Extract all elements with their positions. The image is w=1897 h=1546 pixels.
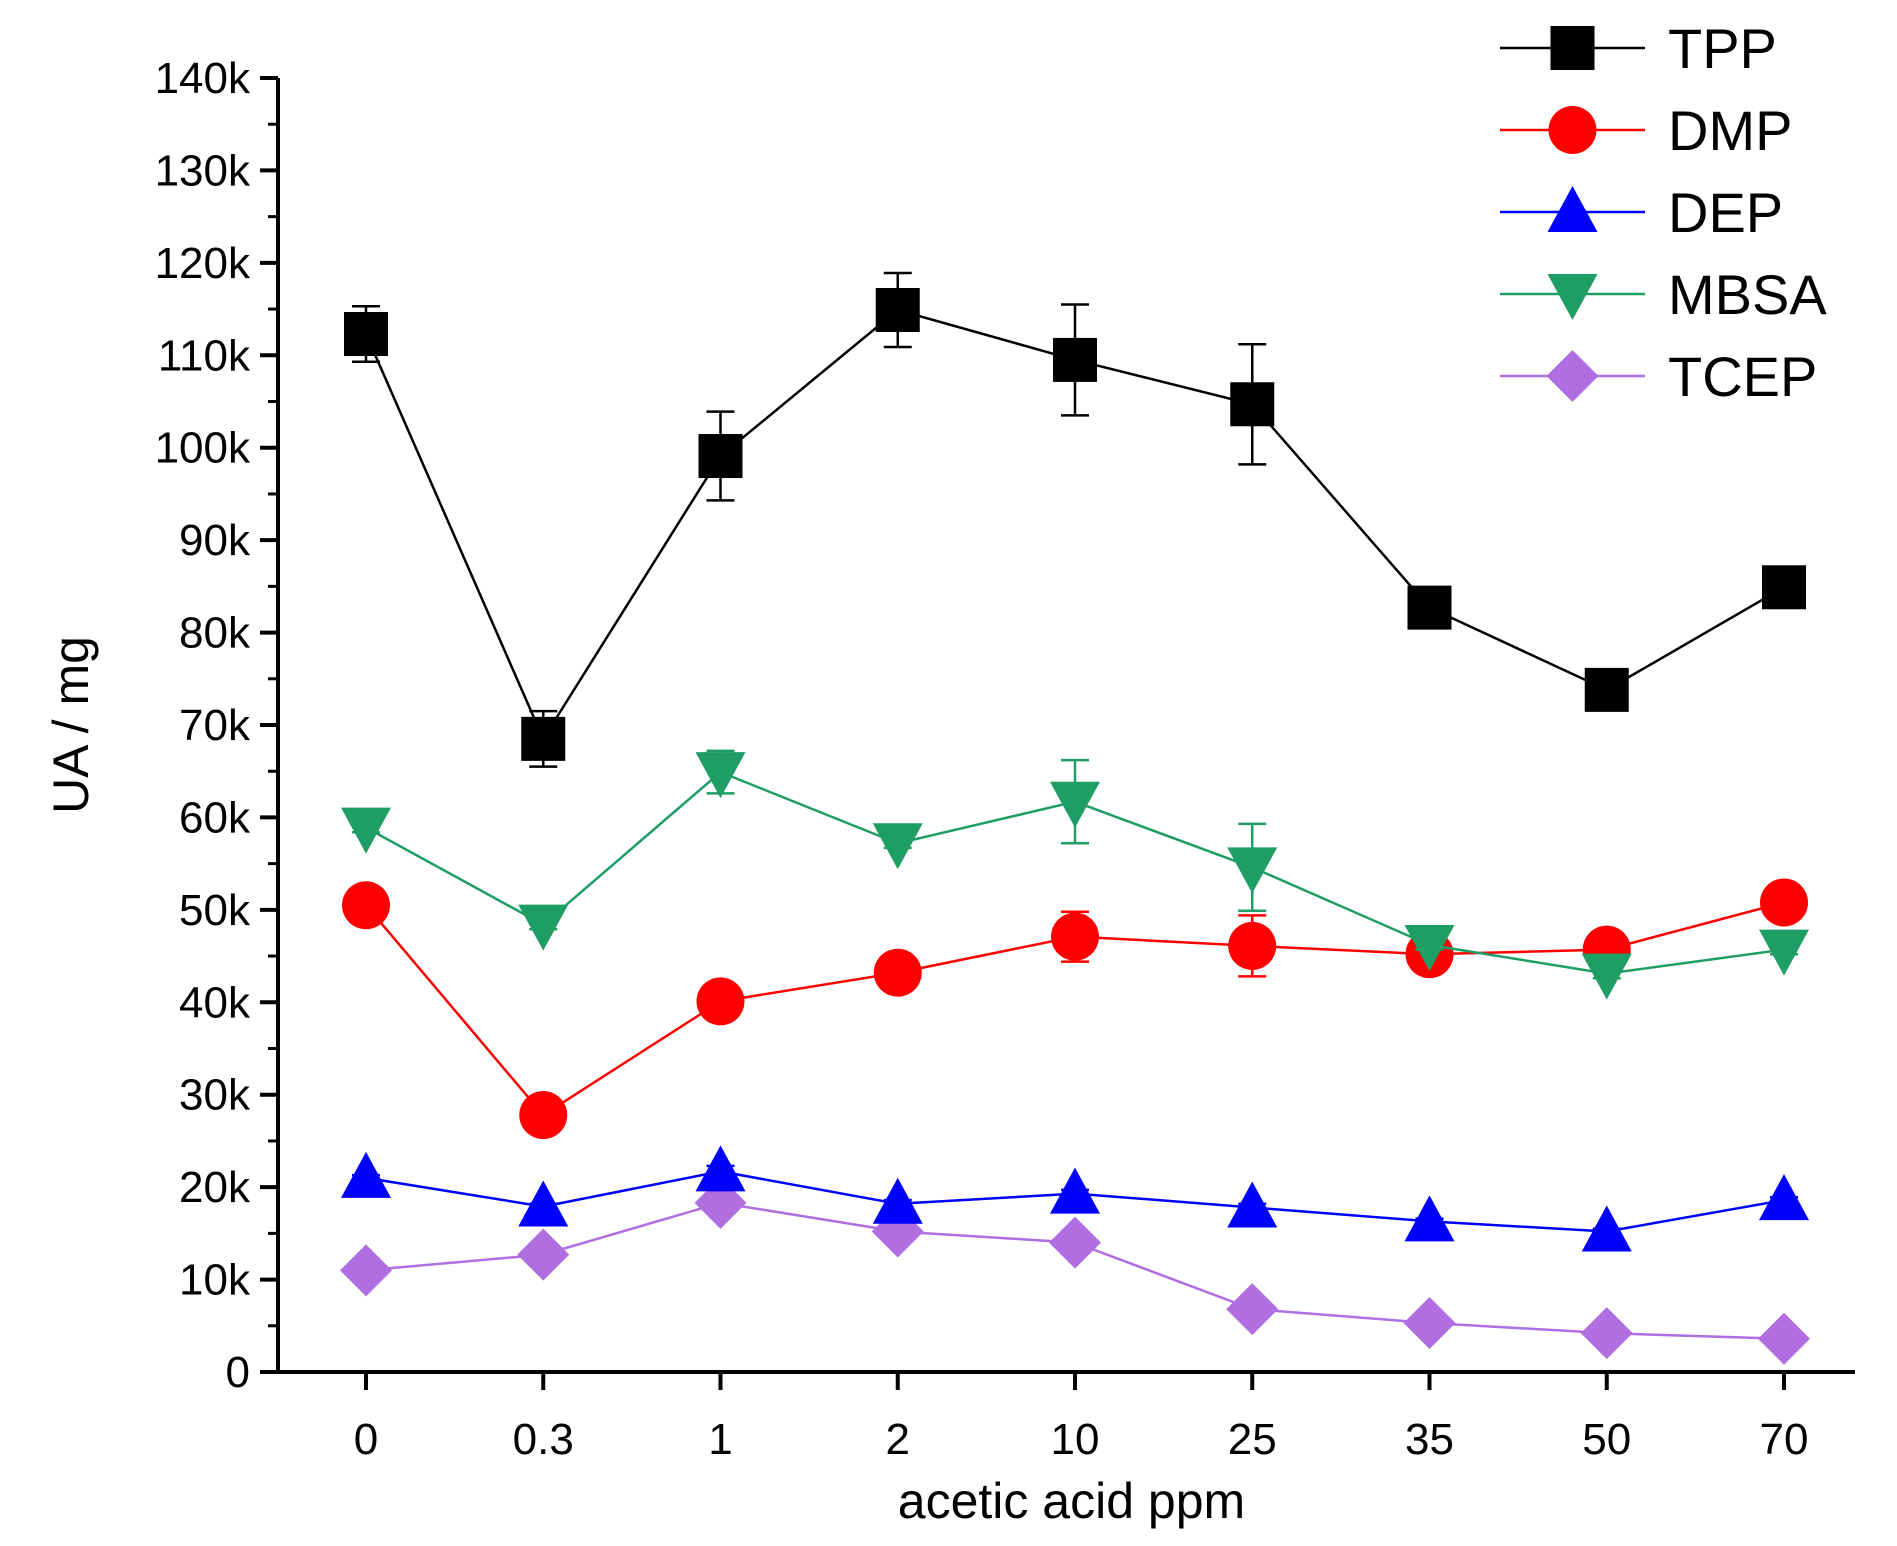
chart-legend: TPP DMP DEP MBSA TCEP — [1500, 17, 1827, 408]
y-tick-label: 140k — [155, 54, 251, 103]
y-tick-label: 60k — [179, 793, 251, 842]
legend-marker — [1546, 350, 1599, 402]
x-tick-label: 0 — [354, 1415, 378, 1464]
mbsa-point — [1050, 781, 1100, 828]
mbsa-point — [1759, 929, 1809, 976]
x-axis-title: acetic acid ppm — [898, 1473, 1245, 1529]
tcep-point — [1580, 1307, 1633, 1360]
x-tick-label: 2 — [886, 1415, 910, 1464]
tpp-point — [1053, 337, 1097, 382]
y-tick-label: 0 — [226, 1348, 250, 1397]
series-dmp — [342, 878, 1808, 1140]
dmp-point — [519, 1091, 568, 1140]
y-tick-label: 90k — [179, 516, 251, 565]
legend-item-dmp: DMP — [1500, 99, 1792, 162]
dmp-point — [1051, 912, 1099, 961]
legend-item-mbsa: MBSA — [1500, 263, 1827, 326]
legend-marker — [1550, 26, 1595, 70]
legend-marker — [1547, 186, 1598, 232]
y-tick-label: 20k — [179, 1163, 251, 1212]
y-tick-label: 130k — [155, 146, 251, 195]
y-tick-label: 70k — [179, 701, 251, 750]
dmp-point — [342, 881, 390, 930]
dep-point — [872, 1177, 923, 1224]
legend-marker — [1547, 274, 1598, 320]
legend-label: DMP — [1668, 99, 1792, 162]
legend-item-dep: DEP — [1500, 181, 1783, 244]
x-tick-label: 10 — [1051, 1415, 1100, 1464]
x-tick-label: 0.3 — [513, 1415, 574, 1464]
mbsa-point — [518, 904, 569, 951]
legend-label: DEP — [1668, 181, 1783, 244]
y-tick-label: 100k — [155, 424, 251, 473]
mbsa-point — [695, 752, 746, 799]
dmp-point — [1760, 878, 1808, 927]
dep-point — [1759, 1174, 1809, 1221]
tcep-point — [1758, 1312, 1810, 1365]
dmp-point — [696, 977, 745, 1026]
dmp-point — [873, 948, 922, 997]
dep-point — [518, 1180, 569, 1227]
dep-point — [1404, 1195, 1455, 1242]
dep-point — [695, 1145, 746, 1192]
legend-item-tpp: TPP — [1500, 17, 1777, 80]
tpp-point — [1762, 565, 1806, 610]
tcep-point — [1403, 1297, 1456, 1350]
y-tick-label: 110k — [158, 331, 251, 380]
dep-point — [1227, 1181, 1278, 1228]
tcep-point — [1226, 1283, 1279, 1336]
dmp-point — [1228, 921, 1277, 970]
tcep-point — [340, 1244, 392, 1297]
y-tick-label: 40k — [179, 978, 251, 1027]
chart-series-layer — [340, 271, 1810, 1365]
tpp-point — [875, 287, 920, 332]
tpp-point — [521, 716, 566, 761]
legend-label: TPP — [1668, 17, 1777, 80]
legend-marker — [1548, 106, 1597, 154]
y-tick-label: 10k — [179, 1256, 251, 1305]
mbsa-point — [872, 823, 923, 870]
mbsa-point — [1581, 953, 1632, 1000]
x-tick-label: 70 — [1760, 1415, 1809, 1464]
tpp-point — [1407, 585, 1452, 630]
series-mbsa — [341, 749, 1809, 1000]
x-tick-label: 50 — [1582, 1415, 1631, 1464]
dep-point — [341, 1151, 391, 1198]
chart-axes: 0 10k 20k 30k 40k 50k 60k 70k 80k 90k 100k 110k 120k… — [155, 54, 1855, 1464]
series-tpp — [344, 271, 1806, 768]
legend-item-tcep: TCEP — [1500, 345, 1817, 408]
legend-label: TCEP — [1668, 345, 1817, 408]
x-tick-label: 35 — [1405, 1415, 1454, 1464]
y-tick-label: 50k — [179, 886, 251, 935]
tpp-point — [1584, 667, 1629, 712]
legend-label: MBSA — [1668, 263, 1827, 326]
y-axis-title: UA / mg — [43, 636, 99, 814]
x-tick-label: 1 — [708, 1415, 732, 1464]
mbsa-point — [1404, 924, 1455, 971]
tpp-point — [344, 312, 388, 357]
tcep-point — [517, 1228, 570, 1281]
tpp-point — [1230, 382, 1275, 427]
tpp-point — [698, 434, 743, 479]
dep-point — [1581, 1205, 1632, 1252]
y-tick-label: 30k — [179, 1071, 251, 1120]
y-tick-label: 120k — [155, 239, 251, 288]
y-tick-label: 80k — [179, 609, 251, 658]
tcep-point — [1049, 1216, 1101, 1269]
mbsa-point — [341, 807, 391, 854]
mbsa-point — [1227, 847, 1278, 894]
x-tick-label: 25 — [1228, 1415, 1277, 1464]
dep-point — [1050, 1167, 1100, 1214]
series-dep — [341, 1145, 1809, 1252]
